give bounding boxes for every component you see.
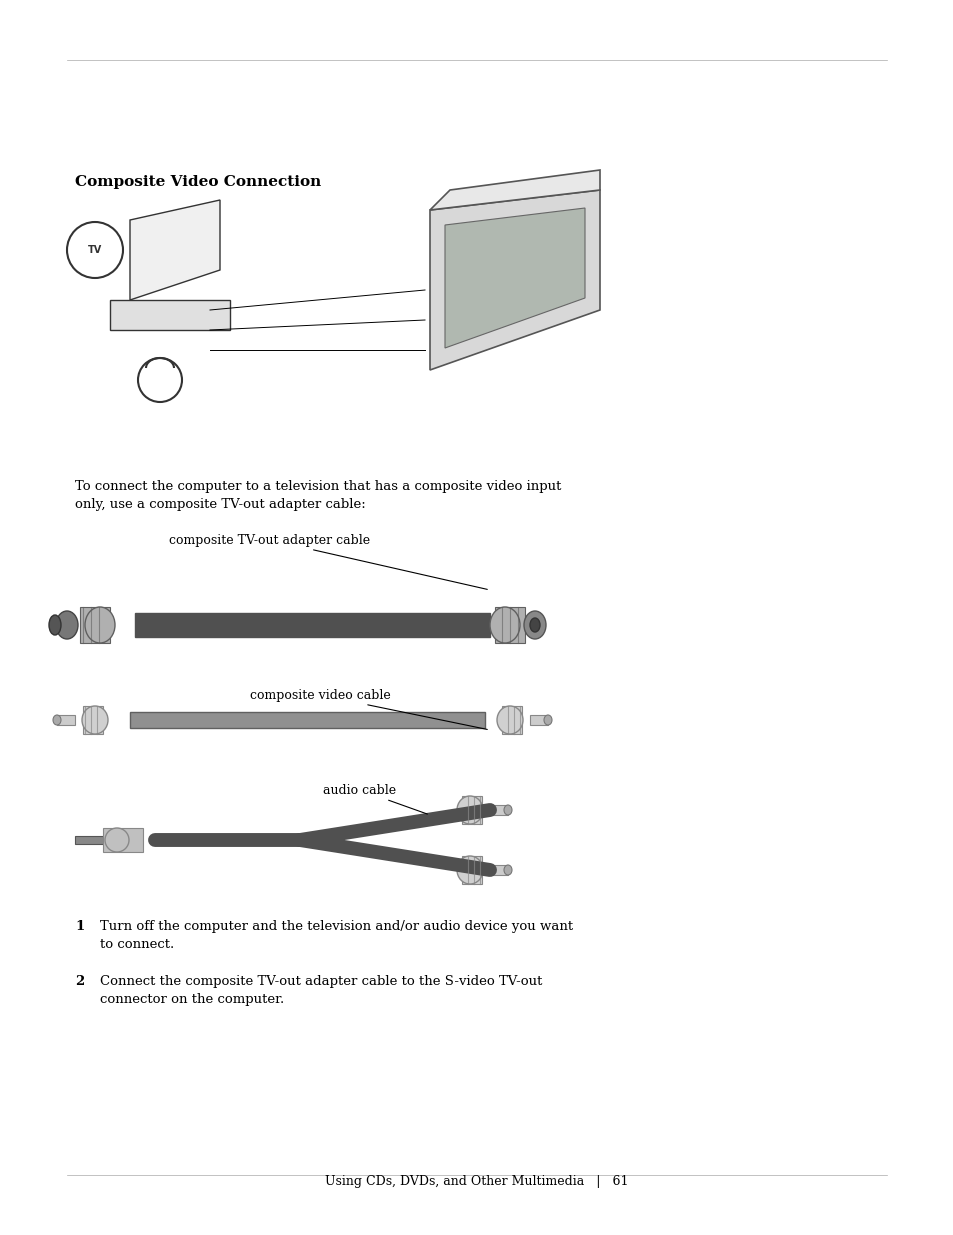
Text: Composite Video Connection: Composite Video Connection [75,175,321,189]
Polygon shape [444,207,584,348]
Text: Connect the composite TV-out adapter cable to the S-video TV-out
connector on th: Connect the composite TV-out adapter cab… [100,974,542,1007]
Polygon shape [430,190,599,370]
Ellipse shape [105,827,129,852]
Ellipse shape [49,615,61,635]
Ellipse shape [523,611,545,638]
Text: Turn off the computer and the television and/or audio device you want
to connect: Turn off the computer and the television… [100,920,573,951]
Text: audio cable: audio cable [323,783,427,814]
Bar [490,805,507,815]
Polygon shape [130,200,220,300]
Ellipse shape [456,797,482,824]
Text: composite video cable: composite video cable [250,688,487,730]
Ellipse shape [490,606,519,643]
Polygon shape [110,300,230,330]
Ellipse shape [530,618,539,632]
Text: TV: TV [88,245,102,254]
Bar [490,864,507,876]
Bar [461,797,481,824]
Ellipse shape [543,715,552,725]
Bar [501,706,521,734]
Polygon shape [430,170,599,210]
Bar [530,715,547,725]
Ellipse shape [56,611,78,638]
Ellipse shape [503,864,512,876]
Bar [83,706,103,734]
Text: 2: 2 [75,974,84,988]
Text: 1: 1 [75,920,84,932]
Text: To connect the computer to a television that has a composite video input
only, u: To connect the computer to a television … [75,480,560,511]
Text: composite TV-out adapter cable: composite TV-out adapter cable [170,534,487,589]
Ellipse shape [503,805,512,815]
Bar [461,856,481,884]
Bar [103,827,143,852]
Bar [495,606,524,643]
Bar [80,606,110,643]
Ellipse shape [82,706,108,734]
Ellipse shape [53,715,61,725]
Ellipse shape [497,706,522,734]
Bar [130,713,484,727]
Bar [75,836,105,844]
Ellipse shape [456,856,482,884]
Text: Using CDs, DVDs, and Other Multimedia   |   61: Using CDs, DVDs, and Other Multimedia | … [325,1174,628,1188]
Bar [135,613,490,637]
Ellipse shape [85,606,115,643]
Bar [57,715,75,725]
